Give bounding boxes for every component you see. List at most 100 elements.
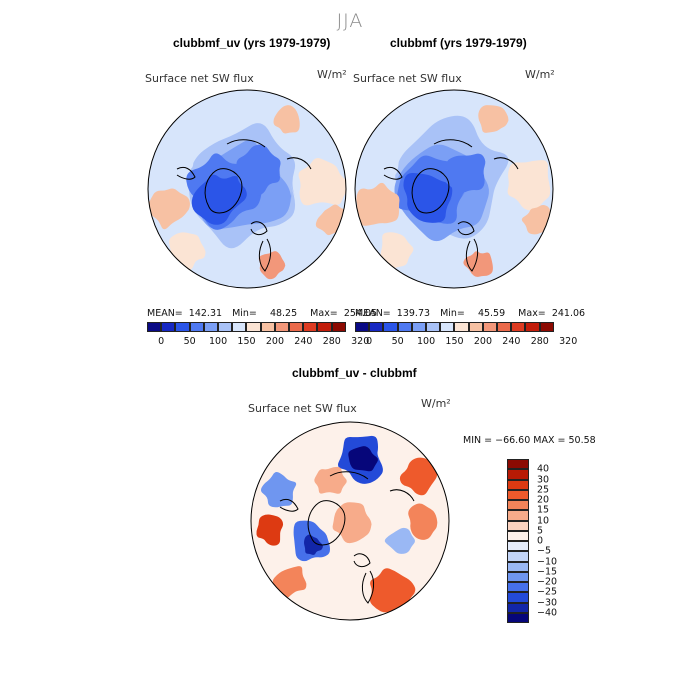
colorbar-swatch bbox=[426, 322, 441, 332]
colorbar-swatch bbox=[507, 530, 529, 541]
colorbar-swatch bbox=[468, 322, 483, 332]
colorbar-swatch bbox=[331, 322, 346, 332]
colorbar-tick-label: 50 bbox=[183, 336, 196, 347]
panel-title: clubbmf_uv (yrs 1979-1979) bbox=[173, 36, 331, 50]
colorbar bbox=[355, 322, 554, 332]
colorbar-swatch bbox=[260, 322, 275, 332]
colorbar-tick-label: 280 bbox=[322, 336, 341, 347]
colorbar-swatch bbox=[507, 582, 529, 593]
max-label: Max= bbox=[310, 308, 338, 319]
mean-value: 142.31 bbox=[188, 308, 223, 319]
colorbar-swatch bbox=[147, 322, 162, 332]
min-label: Min= bbox=[440, 308, 465, 319]
colorbar-swatch bbox=[507, 571, 529, 582]
colorbar-swatch bbox=[507, 541, 529, 552]
colorbar-swatch bbox=[440, 322, 455, 332]
colorbar-swatch bbox=[539, 322, 554, 332]
colorbar-tick-label: 0 bbox=[366, 336, 373, 347]
colorbar-swatch bbox=[507, 561, 529, 572]
colorbar-tick-label: 30 bbox=[537, 474, 550, 485]
polar-map-icon bbox=[147, 89, 347, 289]
colorbar-tick-label: 25 bbox=[537, 484, 550, 496]
colorbar-tick-label: −40 bbox=[537, 607, 558, 619]
colorbar-swatch bbox=[317, 322, 332, 332]
polar-map-icon bbox=[250, 421, 450, 621]
mean-label: MEAN= bbox=[355, 308, 391, 319]
colorbar-swatch bbox=[383, 322, 398, 332]
season-title: JJA bbox=[336, 10, 364, 32]
colorbar-tick-label: 100 bbox=[416, 336, 436, 347]
colorbar-swatch bbox=[189, 322, 204, 332]
colorbar-swatch bbox=[274, 322, 290, 332]
field-title: Surface net SW flux bbox=[353, 72, 462, 85]
field-title: Surface net SW flux bbox=[145, 72, 254, 85]
colorbar-swatch bbox=[507, 551, 529, 562]
min-value: 48.25 bbox=[269, 308, 298, 319]
colorbar-tick-label: 0 bbox=[158, 336, 165, 347]
max-value: 241.06 bbox=[551, 308, 586, 319]
colorbar-swatch bbox=[497, 322, 512, 332]
colorbar-swatch bbox=[507, 469, 529, 480]
max-label: Max= bbox=[518, 308, 546, 319]
colorbar-swatch bbox=[507, 489, 529, 500]
colorbar-swatch bbox=[203, 322, 219, 332]
colorbar-swatch bbox=[482, 322, 498, 332]
mean-label: MEAN= bbox=[147, 308, 183, 319]
colorbar-ticks: 0 50 100 150 200 240 280 320 bbox=[147, 336, 369, 348]
colorbar-tick-label: −30 bbox=[537, 597, 558, 608]
colorbar-tick-label: 20 bbox=[537, 494, 550, 506]
colorbar-swatch bbox=[369, 322, 384, 332]
colorbar-swatch bbox=[232, 322, 247, 332]
colorbar-ticks: 0 50 100 150 200 240 280 320 bbox=[355, 336, 577, 348]
colorbar-swatch bbox=[397, 322, 412, 332]
colorbar-tick-label: 240 bbox=[502, 336, 521, 347]
colorbar-swatch bbox=[411, 322, 427, 332]
colorbar-swatch bbox=[246, 322, 261, 332]
colorbar-tick-label: −10 bbox=[537, 556, 558, 567]
min-label: Min= bbox=[232, 308, 257, 319]
colorbar-tick-label: 100 bbox=[208, 336, 228, 347]
colorbar-swatch bbox=[161, 322, 176, 332]
min-value: 45.59 bbox=[477, 308, 506, 319]
colorbar-tick-label: −15 bbox=[537, 566, 558, 578]
colorbar-swatch bbox=[289, 322, 304, 332]
colorbar-swatch bbox=[507, 612, 529, 623]
colorbar-tick-label: −5 bbox=[537, 545, 552, 557]
colorbar-tick-label: 0 bbox=[537, 535, 544, 547]
stats-line: MEAN= 139.73 Min= 45.59 Max= 241.06 bbox=[355, 308, 585, 319]
colorbar-tick-label: 200 bbox=[473, 336, 492, 347]
colorbar-tick-label: 150 bbox=[237, 336, 256, 347]
mean-value: 139.73 bbox=[396, 308, 431, 319]
colorbar-vertical bbox=[507, 459, 529, 623]
colorbar-swatch bbox=[218, 322, 233, 332]
colorbar-tick-label: 150 bbox=[445, 336, 464, 347]
panel-title: clubbmf (yrs 1979-1979) bbox=[390, 36, 527, 50]
colorbar bbox=[147, 322, 346, 332]
colorbar-tick-label: 320 bbox=[351, 336, 370, 347]
colorbar-swatch bbox=[355, 322, 370, 332]
colorbar-tick-label: 50 bbox=[391, 336, 404, 347]
colorbar-tick-label: −20 bbox=[537, 576, 558, 588]
colorbar-swatch bbox=[525, 322, 540, 332]
colorbar-tick-label: 40 bbox=[537, 463, 550, 475]
colorbar-swatch bbox=[507, 479, 529, 490]
colorbar-swatch bbox=[303, 322, 318, 332]
colorbar-tick-label: 280 bbox=[530, 336, 549, 347]
colorbar-tick-label: 240 bbox=[294, 336, 313, 347]
colorbar-swatch bbox=[507, 510, 529, 521]
colorbar-tick-label: 15 bbox=[537, 504, 550, 516]
colorbar-tick-label: 10 bbox=[537, 515, 550, 526]
max-value: 254.05 bbox=[343, 308, 378, 319]
units-label: W/m² bbox=[525, 68, 555, 81]
colorbar-swatch bbox=[507, 592, 529, 603]
colorbar-swatch bbox=[511, 322, 526, 332]
colorbar-swatch bbox=[507, 500, 529, 511]
stats-line: MEAN= 142.31 Min= 48.25 Max= 254.05 bbox=[147, 308, 377, 319]
colorbar-swatch bbox=[507, 520, 529, 531]
colorbar-swatch bbox=[507, 459, 529, 470]
field-title: Surface net SW flux bbox=[248, 402, 357, 415]
diff-stats: MIN = −66.60 MAX = 50.58 bbox=[463, 435, 596, 446]
colorbar-ticks: 40 30 25 20 15 10 5 0 −5 −10 −15 −20 −25 −30 −40 bbox=[537, 459, 567, 623]
colorbar-tick-label: 5 bbox=[537, 525, 544, 537]
colorbar-tick-label: 200 bbox=[265, 336, 284, 347]
